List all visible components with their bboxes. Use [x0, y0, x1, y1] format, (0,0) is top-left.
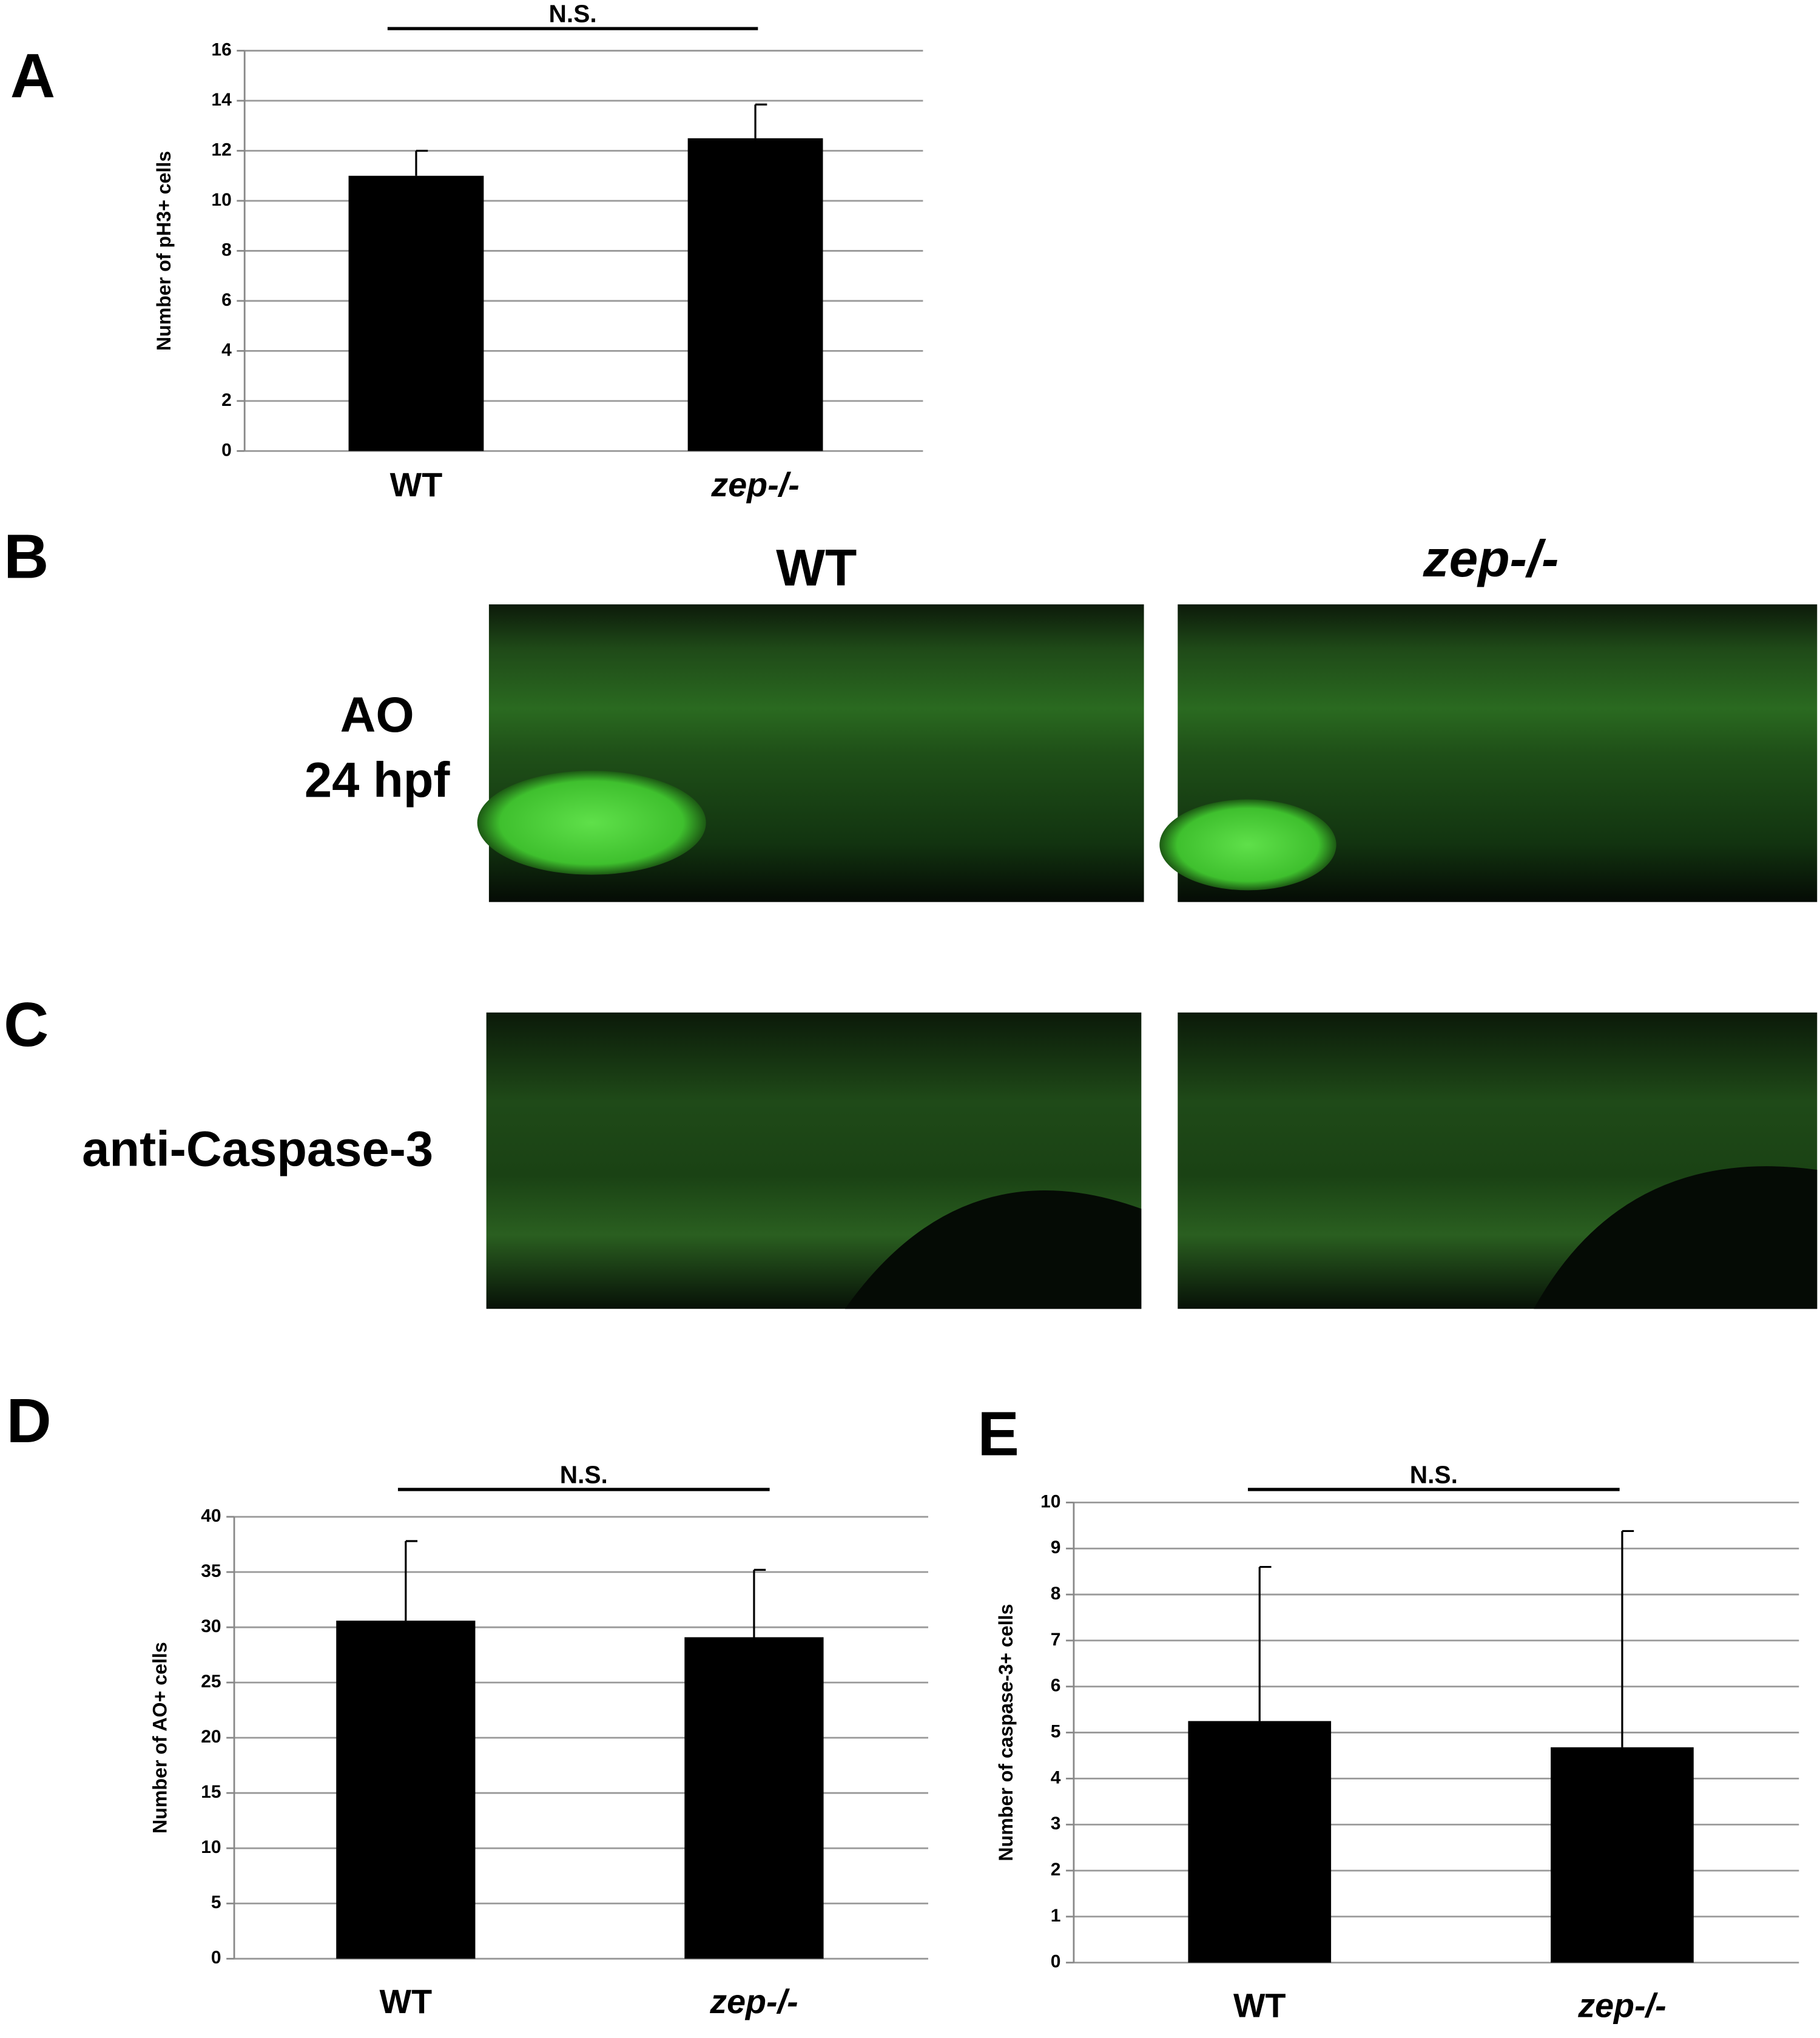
x-tick-label: WT — [1233, 1986, 1286, 2024]
y-tick-label: 6 — [221, 290, 232, 310]
y-tick-label: 20 — [201, 1727, 221, 1747]
y-tick-label: 14 — [211, 90, 232, 110]
x-tick-label: zep-/- — [1577, 1986, 1666, 2024]
y-tick-label: 4 — [221, 340, 232, 360]
y-tick-label: 10 — [1040, 1491, 1060, 1511]
bar — [336, 1621, 476, 1959]
y-tick-label: 0 — [1051, 1952, 1061, 1972]
panel-label: C — [4, 990, 49, 1059]
panel-label: A — [10, 41, 55, 110]
y-tick-label: 40 — [201, 1506, 221, 1526]
panel-label: B — [4, 522, 49, 592]
y-tick-label: 0 — [221, 440, 232, 460]
row-label: anti-Caspase-3 — [82, 1122, 433, 1177]
bar — [687, 138, 823, 451]
y-tick-label: 8 — [1051, 1584, 1061, 1604]
y-tick-label: 7 — [1051, 1630, 1061, 1650]
image-shade — [844, 1190, 1142, 1309]
bar — [1551, 1747, 1694, 1963]
annotation: N.S. — [1410, 1460, 1458, 1488]
y-tick-label: 25 — [201, 1672, 221, 1692]
column-header: WT — [776, 539, 857, 597]
y-tick-label: 30 — [201, 1616, 221, 1636]
y-tick-label: 0 — [211, 1948, 221, 1968]
y-tick-label: 2 — [1051, 1860, 1061, 1880]
y-tick-label: 5 — [1051, 1722, 1061, 1742]
row-label: AO — [340, 687, 414, 743]
annotation: N.S. — [560, 1460, 608, 1488]
y-tick-label: 16 — [211, 39, 231, 59]
image-yolk — [477, 771, 706, 875]
error-bar — [405, 1540, 418, 1621]
y-tick-label: 4 — [1051, 1767, 1061, 1787]
micrographs — [477, 604, 1818, 1309]
image-yolk — [1159, 799, 1336, 891]
error-bar — [754, 103, 767, 138]
y-tick-label: 10 — [211, 190, 231, 210]
bar — [684, 1637, 824, 1959]
y-axis-label: Number of caspase-3+ cells — [995, 1604, 1017, 1861]
y-tick-label: 9 — [1051, 1537, 1061, 1557]
y-tick-label: 5 — [211, 1892, 221, 1912]
column-header: zep-/- — [1423, 530, 1559, 588]
y-tick-label: 2 — [221, 390, 232, 410]
y-tick-label: 1 — [1051, 1906, 1061, 1926]
y-axis-label: Number of AO+ cells — [149, 1642, 171, 1834]
error-bar — [415, 149, 428, 176]
x-tick-label: WT — [390, 466, 443, 504]
row-label: 24 hpf — [305, 752, 451, 808]
panel-label: D — [6, 1386, 51, 1456]
bar — [1188, 1721, 1332, 1963]
x-tick-label: zep-/- — [710, 466, 799, 504]
x-tick-label: zep-/- — [709, 1983, 798, 2020]
y-tick-label: 35 — [201, 1561, 221, 1581]
panel-label: E — [977, 1399, 1019, 1469]
annotation: N.S. — [549, 0, 597, 27]
x-tick-label: WT — [380, 1983, 433, 2020]
error-bar — [1258, 1565, 1272, 1721]
y-axis-label: Number of pH3+ cells — [153, 151, 175, 351]
bar — [348, 175, 484, 451]
error-bar — [753, 1568, 766, 1638]
image-shade — [1534, 1166, 1818, 1309]
y-tick-label: 6 — [1051, 1676, 1061, 1696]
y-tick-label: 3 — [1051, 1814, 1061, 1834]
y-tick-label: 8 — [221, 240, 232, 260]
y-tick-label: 12 — [211, 140, 231, 160]
error-bar — [1621, 1530, 1634, 1747]
y-tick-label: 15 — [201, 1782, 221, 1802]
y-tick-label: 10 — [201, 1837, 221, 1857]
